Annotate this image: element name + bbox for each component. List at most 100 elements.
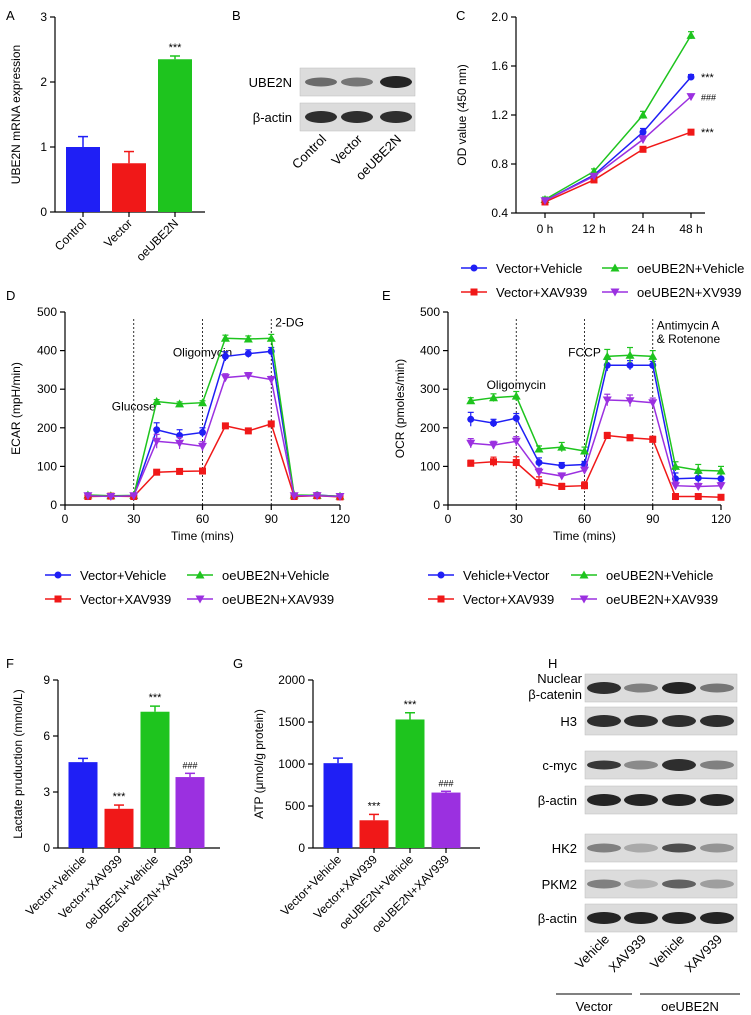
blot-band [700, 760, 734, 770]
y-tick-label: 300 [37, 382, 57, 396]
data-point [512, 459, 520, 467]
injection-annotation: Antimycin A [657, 318, 720, 332]
x-tick-label: Vector [101, 216, 135, 250]
legend-label: Vehicle+Vector [463, 568, 550, 583]
blot-row-label: PKM2 [542, 877, 577, 892]
y-tick-label: 300 [420, 382, 440, 396]
significance-label: *** [701, 127, 715, 139]
blot-lane-label: Vector [328, 131, 365, 168]
chart-F: 0 3 6 9 Lactate pruduction (mmol/L) Vector+Ve… [11, 673, 220, 935]
legend-marker [437, 571, 445, 579]
blot-band [624, 794, 658, 806]
data-point [466, 439, 476, 448]
blot-row-label: β-actin [253, 110, 292, 125]
x-tick-label: 0 h [537, 222, 554, 236]
data-point [175, 439, 185, 448]
blot-band [380, 111, 412, 123]
data-point [694, 493, 702, 501]
blot-lane-label: Control [289, 131, 329, 171]
blot-band [700, 715, 734, 727]
blot-band [700, 843, 734, 853]
data-point [467, 415, 475, 423]
legend-marker [610, 288, 620, 297]
data-point [534, 444, 544, 453]
legend-marker [610, 263, 620, 272]
x-tick-label: 48 h [679, 222, 702, 236]
panel-label-A: A [6, 8, 15, 23]
blot-band [624, 683, 658, 693]
chart-G: 0 500 1000 1500 2000 ATP (μmol/g protein) Vect… [252, 673, 480, 935]
data-point [129, 492, 139, 501]
significance-label: *** [368, 800, 382, 812]
y-tick-label: 0 [40, 205, 47, 219]
x-tick-label: oeUBE2N [133, 216, 181, 264]
y-tick-label: 500 [420, 305, 440, 319]
blot-lane-label: XAV939 [605, 932, 649, 976]
x-tick-label: 90 [646, 512, 660, 526]
group-label: oeUBE2N [661, 999, 719, 1014]
data-point [467, 459, 475, 467]
blot-row-label: UBE2N [249, 75, 292, 90]
x-tick-label: 60 [578, 512, 592, 526]
series-line [87, 350, 341, 498]
x-tick-label: 30 [510, 512, 524, 526]
data-point [266, 376, 276, 385]
injection-annotation: Glucose [112, 399, 156, 413]
series-line [87, 374, 341, 498]
y-tick-label: 1.2 [491, 108, 508, 122]
series-line [544, 76, 692, 202]
bar [323, 763, 353, 848]
y-tick-label: 0 [433, 498, 440, 512]
legend-marker [470, 288, 478, 296]
data-point [199, 467, 206, 475]
panel-label-H: H [548, 656, 557, 671]
blot-band [700, 683, 734, 693]
y-axis-label: Lactate pruduction (mmol/L) [11, 689, 25, 838]
data-point [693, 482, 703, 491]
x-tick-label: 0 [445, 512, 452, 526]
y-tick-label: 100 [420, 459, 440, 473]
chart-C: 0.4 0.8 1.2 1.6 2.0 OD value (450 nm) 0 h 12 h 2… [455, 10, 716, 236]
injection-annotation: FCCP [568, 345, 601, 359]
legend-marker [579, 595, 589, 604]
injection-annotation: Oligomycin [487, 378, 546, 392]
data-point [335, 493, 345, 502]
y-tick-label: 0 [50, 498, 57, 512]
x-tick-label: 120 [330, 512, 350, 526]
y-axis-label: OCR (pmoles/min) [393, 359, 407, 458]
series-line [544, 96, 692, 202]
y-axis-label: ECAR (mpH/min) [9, 362, 23, 455]
y-tick-label: 9 [43, 673, 50, 687]
data-point [535, 459, 543, 467]
blot-row-label: β-actin [538, 793, 577, 808]
series-line [470, 354, 722, 472]
significance-label: ### [701, 93, 716, 103]
data-point [152, 397, 162, 406]
blot-band [700, 879, 734, 889]
blot-strip [584, 833, 738, 863]
data-point [512, 414, 520, 422]
data-point [625, 350, 635, 359]
data-point [694, 474, 702, 482]
legend-label: oeUBE2N+XAV939 [606, 592, 718, 607]
data-point [244, 350, 252, 358]
y-tick-label: 3 [43, 785, 50, 799]
series-line [470, 364, 722, 480]
legend-label: Vector+Vehicle [496, 261, 582, 276]
blot-band [624, 843, 658, 853]
blot-band [700, 794, 734, 806]
data-point [717, 475, 725, 483]
blot-band [341, 77, 373, 87]
blot-strip [584, 869, 738, 899]
legend-C: Vector+Vehicle oeUBE2N+Vehicle Vector+XAV9… [461, 261, 744, 300]
data-point [199, 428, 206, 436]
data-point [638, 136, 648, 144]
data-point [625, 397, 635, 406]
data-point [312, 492, 322, 501]
injection-annotation: 2-DG [275, 316, 304, 330]
series-line [470, 434, 722, 499]
data-point [638, 110, 648, 119]
blot-band [341, 111, 373, 123]
